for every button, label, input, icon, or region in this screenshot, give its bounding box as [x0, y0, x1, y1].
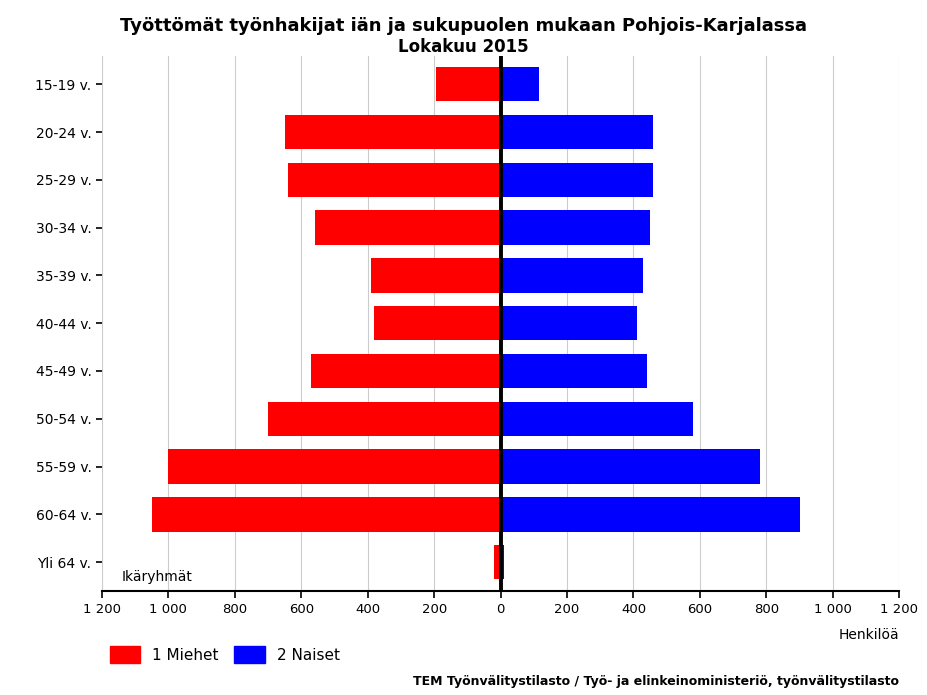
- Text: Lokakuu 2015: Lokakuu 2015: [399, 38, 528, 56]
- Text: Työttömät työnhakijat iän ja sukupuolen mukaan Pohjois-Karjalassa: Työttömät työnhakijat iän ja sukupuolen …: [120, 17, 807, 35]
- Bar: [501, 354, 647, 388]
- Bar: [311, 354, 501, 388]
- Bar: [501, 67, 539, 101]
- Bar: [371, 258, 501, 293]
- Bar: [152, 497, 501, 532]
- Legend: 1 Miehet, 2 Naiset: 1 Miehet, 2 Naiset: [109, 646, 340, 664]
- Bar: [314, 211, 501, 245]
- Bar: [501, 115, 654, 149]
- Bar: [501, 402, 693, 436]
- Bar: [501, 449, 759, 484]
- Bar: [169, 449, 501, 484]
- Bar: [501, 211, 650, 245]
- Text: Ikäryhmät: Ikäryhmät: [121, 570, 193, 584]
- Bar: [501, 497, 799, 532]
- Text: Henkilöä: Henkilöä: [839, 628, 899, 642]
- Bar: [494, 545, 501, 580]
- Bar: [268, 402, 501, 436]
- Bar: [436, 67, 501, 101]
- Bar: [501, 258, 643, 293]
- Bar: [501, 545, 504, 580]
- Bar: [501, 163, 654, 197]
- Bar: [501, 306, 637, 341]
- Text: TEM Työnvälitystilasto / Työ- ja elinkeinoministeriö, työnvälitystilasto: TEM Työnvälitystilasto / Työ- ja elinkei…: [413, 675, 899, 688]
- Bar: [375, 306, 501, 341]
- Bar: [288, 163, 501, 197]
- Bar: [285, 115, 501, 149]
